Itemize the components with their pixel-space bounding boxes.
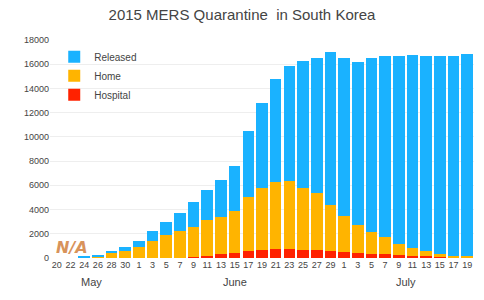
svg-text:June: June — [223, 276, 247, 288]
svg-text:10000: 10000 — [24, 132, 49, 142]
svg-text:18000: 18000 — [24, 35, 49, 45]
svg-text:29: 29 — [325, 260, 335, 270]
svg-text:17: 17 — [448, 260, 458, 270]
svg-text:7: 7 — [177, 260, 182, 270]
svg-text:23: 23 — [284, 260, 294, 270]
svg-text:7: 7 — [383, 260, 388, 270]
svg-text:30: 30 — [120, 260, 130, 270]
svg-text:15: 15 — [230, 260, 240, 270]
svg-text:22: 22 — [66, 260, 76, 270]
svg-text:9: 9 — [396, 260, 401, 270]
svg-text:21: 21 — [271, 260, 281, 270]
svg-text:28: 28 — [107, 260, 117, 270]
svg-text:3: 3 — [150, 260, 155, 270]
svg-text:11: 11 — [408, 260, 417, 270]
svg-text:4000: 4000 — [29, 205, 49, 215]
svg-text:July: July — [396, 276, 416, 288]
svg-text:27: 27 — [312, 260, 322, 270]
svg-text:9: 9 — [191, 260, 196, 270]
svg-text:1: 1 — [136, 260, 141, 270]
svg-text:May: May — [81, 276, 102, 288]
svg-text:24: 24 — [79, 260, 89, 270]
svg-text:19: 19 — [462, 260, 472, 270]
svg-text:3: 3 — [355, 260, 360, 270]
svg-text:Released: Released — [94, 52, 136, 63]
svg-text:6000: 6000 — [29, 180, 49, 190]
svg-text:5: 5 — [369, 260, 374, 270]
svg-text:17: 17 — [243, 260, 253, 270]
svg-text:13: 13 — [421, 260, 431, 270]
svg-text:Hospital: Hospital — [94, 90, 130, 101]
svg-text:12000: 12000 — [24, 108, 49, 118]
svg-text:2015 MERS Quarantine in South: 2015 MERS Quarantine in South Korea — [109, 6, 376, 23]
svg-text:2000: 2000 — [29, 229, 49, 239]
svg-text:20: 20 — [52, 260, 62, 270]
svg-text:16000: 16000 — [24, 59, 49, 69]
svg-text:0: 0 — [44, 253, 49, 263]
svg-text:5: 5 — [164, 260, 169, 270]
svg-text:Home: Home — [94, 71, 121, 82]
svg-text:14000: 14000 — [24, 84, 49, 94]
svg-text:13: 13 — [216, 260, 226, 270]
svg-text:26: 26 — [93, 260, 103, 270]
svg-text:N/A: N/A — [56, 238, 88, 257]
svg-text:19: 19 — [257, 260, 267, 270]
svg-text:25: 25 — [298, 260, 308, 270]
svg-text:15: 15 — [435, 260, 445, 270]
svg-text:1: 1 — [342, 260, 347, 270]
svg-text:8000: 8000 — [29, 156, 49, 166]
svg-text:11: 11 — [203, 260, 212, 270]
